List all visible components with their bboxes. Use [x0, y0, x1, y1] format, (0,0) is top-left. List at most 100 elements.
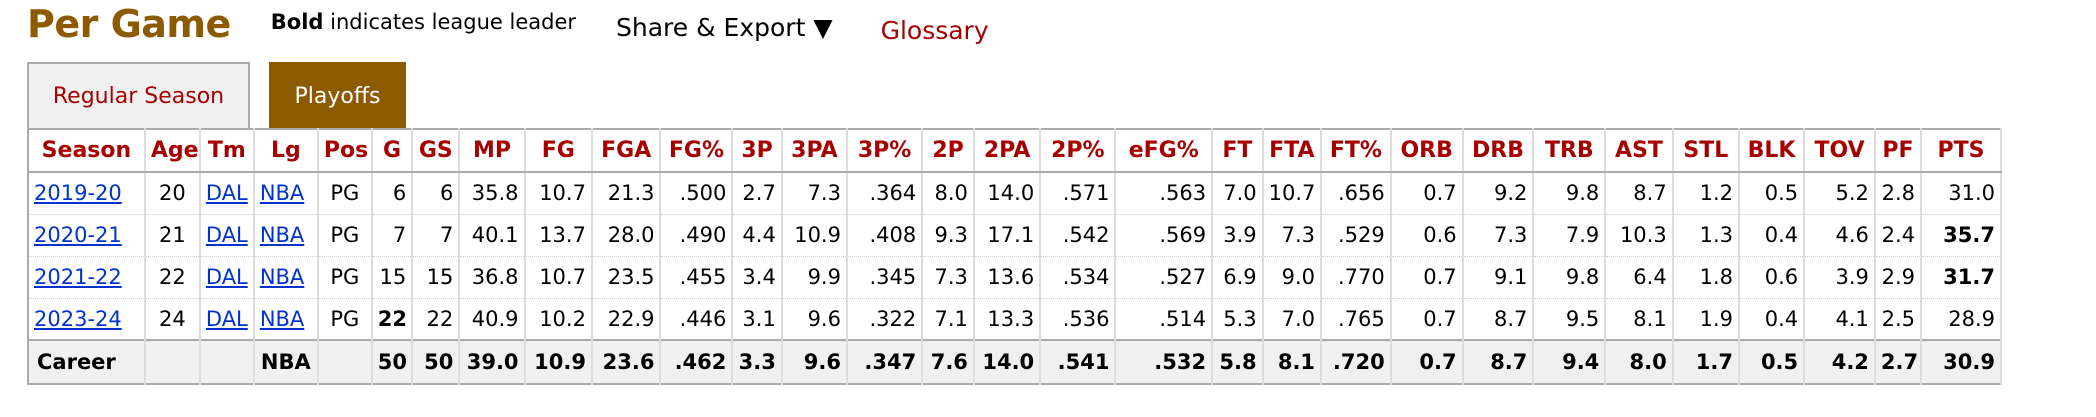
- team-link[interactable]: DAL: [205, 265, 248, 289]
- table-cell: 10.9: [781, 214, 848, 257]
- column-header-tm[interactable]: Tm: [199, 129, 255, 173]
- column-header-orb[interactable]: ORB: [1390, 129, 1464, 173]
- column-header-age[interactable]: Age: [144, 129, 201, 173]
- table-cell: .534: [1040, 256, 1117, 299]
- table-cell: 7.3: [1262, 214, 1323, 257]
- table-cell: 9.5: [1533, 298, 1607, 341]
- table-cell: 7: [412, 214, 461, 257]
- column-header-fg[interactable]: FG: [524, 129, 593, 173]
- table-cell: 0.7: [1390, 298, 1464, 341]
- career-cell: 5.8: [1212, 339, 1264, 384]
- table-cell: 1.3: [1672, 214, 1740, 257]
- career-row: Career NBA 50 50 39.0 10.9 23.6.462 3.3 9.6.347 7…: [28, 339, 2003, 384]
- team-link[interactable]: DAL: [205, 223, 248, 247]
- column-header-pf[interactable]: PF: [1874, 129, 1922, 173]
- career-cell: NBA: [253, 339, 319, 384]
- table-cell: 7.9: [1533, 214, 1607, 257]
- tab-playoffs[interactable]: Playoffs: [269, 62, 406, 128]
- table-cell: 14.0: [973, 172, 1042, 215]
- career-cell: 50: [412, 339, 461, 384]
- table-cell: PG: [317, 214, 373, 257]
- career-cell: .541: [1040, 339, 1117, 384]
- tab-regular-season[interactable]: Regular Season: [27, 62, 250, 128]
- column-header-pts[interactable]: PTS: [1920, 129, 2003, 173]
- career-cell: 8.7: [1462, 339, 1535, 384]
- column-header-efg-pct[interactable]: eFG%: [1115, 129, 1214, 173]
- table-cell: 0.5: [1738, 172, 1806, 215]
- table-cell: 8.7: [1605, 172, 1674, 215]
- column-header-stl[interactable]: STL: [1672, 129, 1740, 173]
- table-cell: 2.4: [1874, 214, 1922, 257]
- table-cell: 2.5: [1874, 298, 1922, 341]
- table-cell: 0.4: [1738, 214, 1806, 257]
- table-cell: 28.9: [1920, 298, 2003, 341]
- league-link[interactable]: NBA: [259, 223, 305, 247]
- career-cell: 8.0: [1605, 339, 1674, 384]
- table-cell: 22: [144, 256, 201, 299]
- column-header-pos[interactable]: Pos: [317, 129, 373, 173]
- table-cell: 5.2: [1804, 172, 1876, 215]
- table-cell: 1.8: [1672, 256, 1740, 299]
- career-cell: 0.5: [1738, 339, 1806, 384]
- note-text: indicates league leader: [323, 10, 577, 34]
- column-header-tov[interactable]: TOV: [1804, 129, 1876, 173]
- table-cell: 15: [371, 256, 414, 299]
- column-header-g[interactable]: G: [371, 129, 414, 173]
- career-cell: 30.9: [1920, 339, 2003, 384]
- column-header-season[interactable]: Season: [28, 129, 146, 173]
- column-header-blk[interactable]: BLK: [1738, 129, 1806, 173]
- season-link[interactable]: 2020-21: [34, 223, 122, 247]
- league-link[interactable]: NBA: [259, 265, 305, 289]
- table-cell: 7.0: [1262, 298, 1323, 341]
- table-cell: .529: [1321, 214, 1392, 257]
- column-header-fg-pct[interactable]: FG%: [660, 129, 734, 173]
- column-header-gs[interactable]: GS: [412, 129, 461, 173]
- league-link[interactable]: NBA: [259, 306, 305, 331]
- table-cell: 7.0: [1212, 172, 1264, 215]
- table-cell: 3.9: [1212, 214, 1264, 257]
- league-link[interactable]: NBA: [259, 181, 305, 206]
- column-header-3p[interactable]: 3P: [732, 129, 783, 173]
- column-header-ft-pct[interactable]: FT%: [1321, 129, 1392, 173]
- column-header-ft[interactable]: FT: [1212, 129, 1264, 173]
- table-cell: DAL: [199, 214, 255, 257]
- column-header-lg[interactable]: Lg: [253, 129, 319, 173]
- table-cell: 6.4: [1605, 256, 1674, 299]
- glossary-link[interactable]: Glossary: [880, 15, 989, 45]
- table-cell: 13.7: [524, 214, 593, 257]
- team-link[interactable]: DAL: [205, 181, 248, 206]
- table-cell: 13.6: [973, 256, 1042, 299]
- table-cell: 9.8: [1533, 172, 1607, 215]
- table-cell: 35.7: [1920, 214, 2003, 257]
- table-cell: .571: [1040, 172, 1117, 215]
- career-cell: [144, 339, 201, 384]
- season-link[interactable]: 2021-22: [34, 265, 122, 289]
- team-link[interactable]: DAL: [205, 306, 248, 331]
- table-cell: .527: [1115, 256, 1214, 299]
- table-cell: 2.9: [1874, 256, 1922, 299]
- column-header-ast[interactable]: AST: [1605, 129, 1674, 173]
- table-cell: 7.1: [922, 298, 975, 341]
- table-cell: 10.3: [1605, 214, 1674, 257]
- table-cell: 8.1: [1605, 298, 1674, 341]
- career-cell: 2.7: [1874, 339, 1922, 384]
- column-header-3pa[interactable]: 3PA: [781, 129, 848, 173]
- column-header-fga[interactable]: FGA: [591, 129, 662, 173]
- table-cell: 9.1: [1462, 256, 1535, 299]
- career-cell: .720: [1321, 339, 1392, 384]
- column-header-trb[interactable]: TRB: [1533, 129, 1607, 173]
- column-header-2pa[interactable]: 2PA: [973, 129, 1042, 173]
- share-export-menu[interactable]: Share & Export ▼: [616, 13, 833, 42]
- column-header-mp[interactable]: MP: [459, 129, 526, 173]
- season-link[interactable]: 2019-20: [34, 181, 122, 206]
- column-header-drb[interactable]: DRB: [1462, 129, 1535, 173]
- column-header-2p-pct[interactable]: 2P%: [1040, 129, 1117, 173]
- column-header-3p-pct[interactable]: 3P%: [846, 129, 924, 173]
- table-cell: 13.3: [973, 298, 1042, 341]
- column-header-fta[interactable]: FTA: [1262, 129, 1323, 173]
- season-link[interactable]: 2023-24: [34, 306, 122, 331]
- column-header-2p[interactable]: 2P: [922, 129, 975, 173]
- table-cell: 3.4: [732, 256, 783, 299]
- table-cell: 31.0: [1920, 172, 2003, 215]
